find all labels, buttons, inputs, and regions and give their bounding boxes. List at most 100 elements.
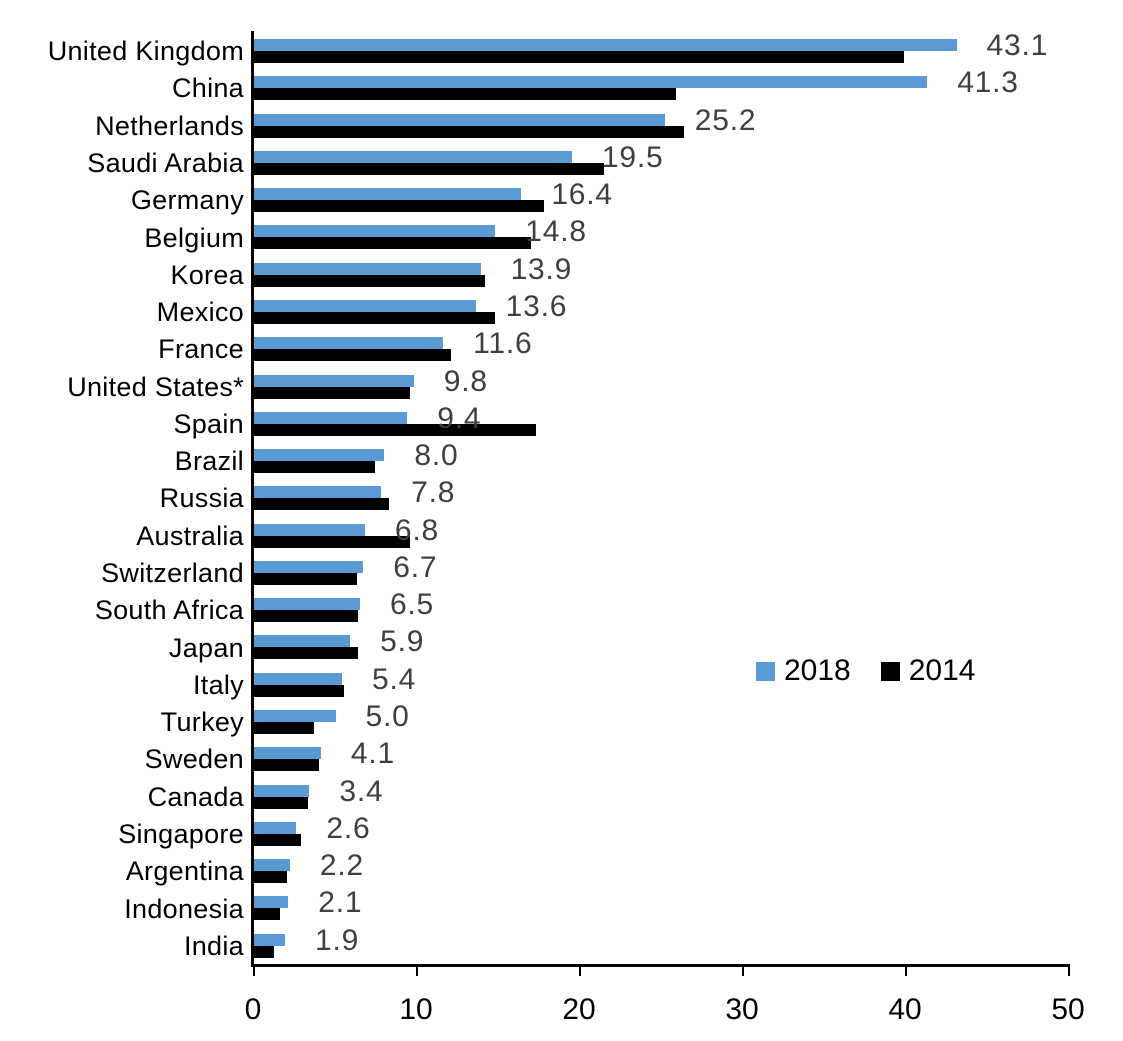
x-tick-label: 10 [399,993,433,1026]
value-label: 11.6 [473,327,533,361]
value-label: 43.1 [986,29,1049,62]
bar-2014 [254,88,677,101]
bar-2018 [254,225,496,238]
legend: 2018 2014 [756,654,976,688]
category-label: United States* [67,371,244,402]
bar-2014 [254,684,344,697]
value-label: 6.5 [389,588,435,622]
value-label: 4.1 [350,737,395,771]
legend-label-2014: 2014 [908,654,976,687]
category-label: Italy [192,669,244,700]
value-label: 7.8 [411,476,456,510]
value-label: 9.4 [437,401,482,435]
bar-2014 [254,610,359,623]
category-label: Switzerland [101,558,244,589]
category-label: Singapore [118,819,244,849]
value-label: 13.9 [510,252,573,286]
category-label: Saudi Arabia [87,147,244,178]
category-label: Germany [130,185,244,216]
category-label: France [158,334,244,365]
bar-2018 [254,486,382,499]
x-tick-label: 20 [562,993,596,1026]
value-label: 2.1 [318,886,363,920]
category-label: China [171,73,244,104]
bar-2014 [254,461,375,474]
bar-2018 [254,76,928,89]
bar-2014 [254,51,905,63]
value-label: 2.6 [326,811,371,845]
bar-2014 [254,386,411,399]
category-label: Japan [168,632,244,663]
value-label: 6.8 [394,513,439,547]
value-label: 3.4 [339,774,384,808]
bar-2014 [254,908,281,921]
bar-2014 [254,237,532,250]
category-label: Russia [159,483,244,514]
bar-2018 [254,113,665,126]
value-label: 5.9 [380,625,425,659]
category-label: Australia [136,520,244,551]
value-label: 14.8 [525,215,587,249]
bar-2018 [254,710,336,723]
bar-2014 [254,722,315,735]
category-label: Mexico [156,297,244,328]
category-label: Netherlands [95,110,244,141]
bar-2014 [254,833,302,846]
category-label: Indonesia [124,893,244,924]
x-tick-label: 50 [1051,993,1085,1026]
bar-2014 [254,945,274,958]
bar-2018 [254,896,289,909]
legend-item-2018: 2018 [756,654,851,688]
bar-2018 [254,188,522,201]
x-tick-mark [253,967,255,976]
bar-2014 [254,423,536,436]
category-label: Korea [170,259,244,290]
bar-2014 [254,274,486,287]
bar-2014 [254,759,320,772]
value-label: 41.3 [957,66,1019,100]
value-label: 19.5 [601,140,664,174]
x-tick-mark [742,967,744,976]
bar-2014 [254,349,452,362]
y-axis-line [251,31,254,967]
legend-label-2018: 2018 [784,654,851,687]
bar-2018 [254,672,343,685]
x-tick-label: 40 [888,993,922,1026]
bar-2018 [254,560,364,573]
bar-2014 [254,200,545,213]
value-label: 2.2 [319,849,364,883]
bar-2018 [254,933,285,946]
bar-2018 [254,821,297,834]
category-label: Argentina [125,856,244,887]
value-label: 13.6 [505,289,568,323]
bar-2014 [254,162,605,175]
bar-2014 [254,311,496,324]
category-label: Belgium [144,222,244,253]
value-label: 6.7 [393,550,438,584]
bar-2018 [254,449,385,462]
category-label: United Kingdom [47,36,244,67]
value-label: 9.8 [443,364,488,398]
bar-2014 [254,535,411,548]
x-tick-mark [579,967,581,976]
x-tick-label: 0 [244,993,262,1026]
legend-swatch-2014 [880,661,900,681]
x-axis-line [251,964,1070,967]
bar-2014 [254,871,287,884]
bar-2018 [254,262,481,275]
x-tick-mark [1068,967,1070,976]
value-label: 5.4 [372,662,417,696]
category-label: Sweden [144,744,244,775]
bar-2014 [254,796,308,809]
bar-2014 [254,647,359,660]
value-label: 1.9 [314,923,360,957]
bar-2018 [254,39,957,51]
bar-2018 [254,411,408,424]
bar-2014 [254,572,357,585]
value-label: 8.0 [414,439,459,473]
bar-2018 [254,150,572,163]
bar-2018 [254,859,290,872]
category-label: Brazil [174,446,244,477]
bar-2018 [254,337,444,350]
